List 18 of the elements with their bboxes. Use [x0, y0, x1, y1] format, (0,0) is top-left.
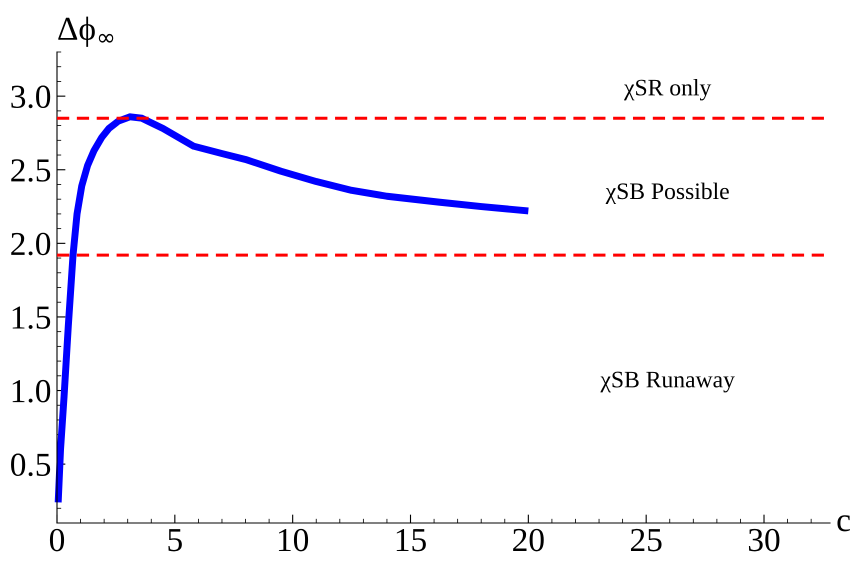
y-tick-label: 2.5	[11, 159, 50, 182]
annotation: χSB Possible	[606, 182, 729, 204]
y-tick-label: 0.5	[11, 454, 50, 476]
y-tick-label: 3.0	[11, 86, 50, 108]
annotation: χSR only	[624, 78, 712, 100]
x-tick-label: 0	[50, 528, 64, 552]
annotation: χSB Runaway	[600, 372, 735, 392]
x-tick-label: 20	[513, 528, 544, 552]
x-axis-title: c	[837, 515, 850, 532]
y-axis-title: Δϕ$_{∞}$	[58, 16, 114, 47]
x-tick-label: 30	[748, 528, 780, 552]
x-tick-label: 25	[630, 528, 662, 552]
x-tick-label: 10	[278, 528, 308, 552]
x-tick-label: 15	[396, 528, 426, 552]
x-tick-label: 5	[168, 529, 182, 552]
y-tick-label: 1.0	[12, 380, 50, 403]
y-tick-label: 2.0	[11, 232, 50, 256]
y-tick-label: 1.5	[12, 306, 50, 329]
